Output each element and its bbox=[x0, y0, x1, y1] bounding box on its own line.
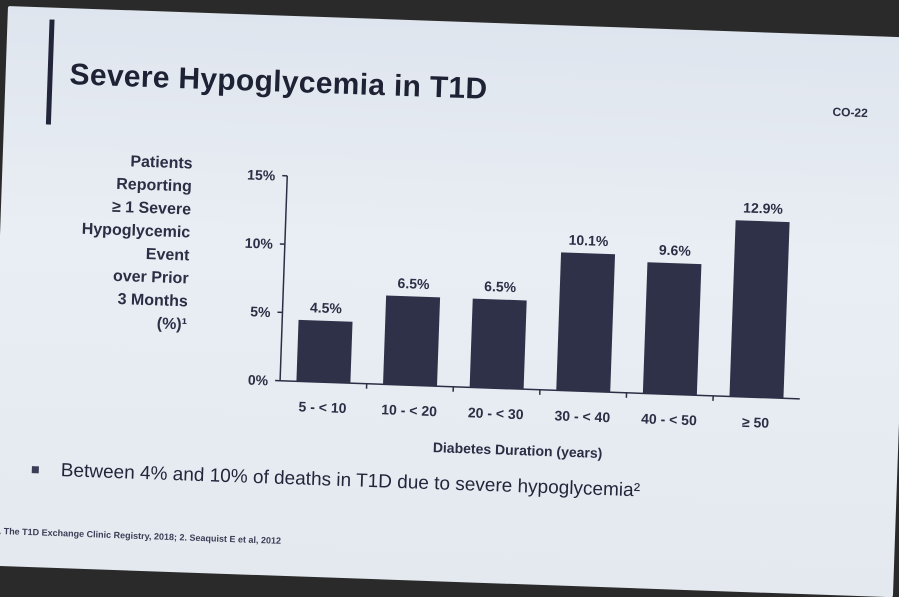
data-label: 4.5% bbox=[310, 299, 343, 316]
bar bbox=[729, 220, 789, 398]
y-axis-label: Patients Reporting ≥ 1 Severe Hypoglycem… bbox=[37, 147, 193, 336]
data-label: 6.5% bbox=[397, 275, 430, 292]
bar bbox=[643, 262, 702, 395]
y-axis-label-line: (%)¹ bbox=[37, 308, 188, 336]
data-label: 9.6% bbox=[659, 242, 692, 259]
bar-chart: 0% 5% 10% 15% 4.5% 5 - < 10 6.5% 10 - < 20 6.5% 2… bbox=[209, 133, 819, 444]
y-tick-label: 0% bbox=[248, 372, 269, 389]
y-axis-line bbox=[280, 176, 287, 381]
data-label: 6.5% bbox=[484, 278, 517, 295]
bullet-point: Between 4% and 10% of deaths in T1D due … bbox=[31, 459, 640, 502]
bar bbox=[383, 296, 440, 387]
x-tick-label: 40 - < 50 bbox=[641, 410, 697, 428]
x-tick-label: 20 - < 30 bbox=[468, 404, 524, 422]
data-label: 12.9% bbox=[743, 199, 784, 216]
x-axis-label: Diabetes Duration (years) bbox=[433, 439, 603, 461]
x-axis-line bbox=[280, 381, 800, 399]
bar bbox=[470, 299, 527, 390]
y-tick-label: 5% bbox=[250, 303, 271, 320]
data-label: 10.1% bbox=[568, 232, 609, 249]
footnote: 1. The T1D Exchange Clinic Registry, 201… bbox=[0, 526, 281, 546]
bullet-text: Between 4% and 10% of deaths in T1D due … bbox=[60, 460, 640, 501]
x-tick-label: 5 - < 10 bbox=[298, 398, 347, 416]
x-tick-label: 10 - < 20 bbox=[381, 401, 437, 419]
bar bbox=[556, 252, 615, 392]
x-tick-label: ≥ 50 bbox=[742, 414, 770, 431]
slide: Severe Hypoglycemia in T1D CO-22 Patient… bbox=[0, 6, 899, 597]
bar bbox=[296, 320, 352, 383]
x-tick-label: 30 - < 40 bbox=[554, 407, 610, 425]
y-tick-label: 10% bbox=[245, 235, 274, 252]
slide-title: Severe Hypoglycemia in T1D bbox=[69, 58, 488, 107]
y-tick-label: 15% bbox=[247, 166, 276, 183]
slide-code: CO-22 bbox=[832, 105, 868, 120]
title-accent-bar bbox=[46, 19, 55, 124]
bullet-square-icon bbox=[32, 467, 39, 474]
